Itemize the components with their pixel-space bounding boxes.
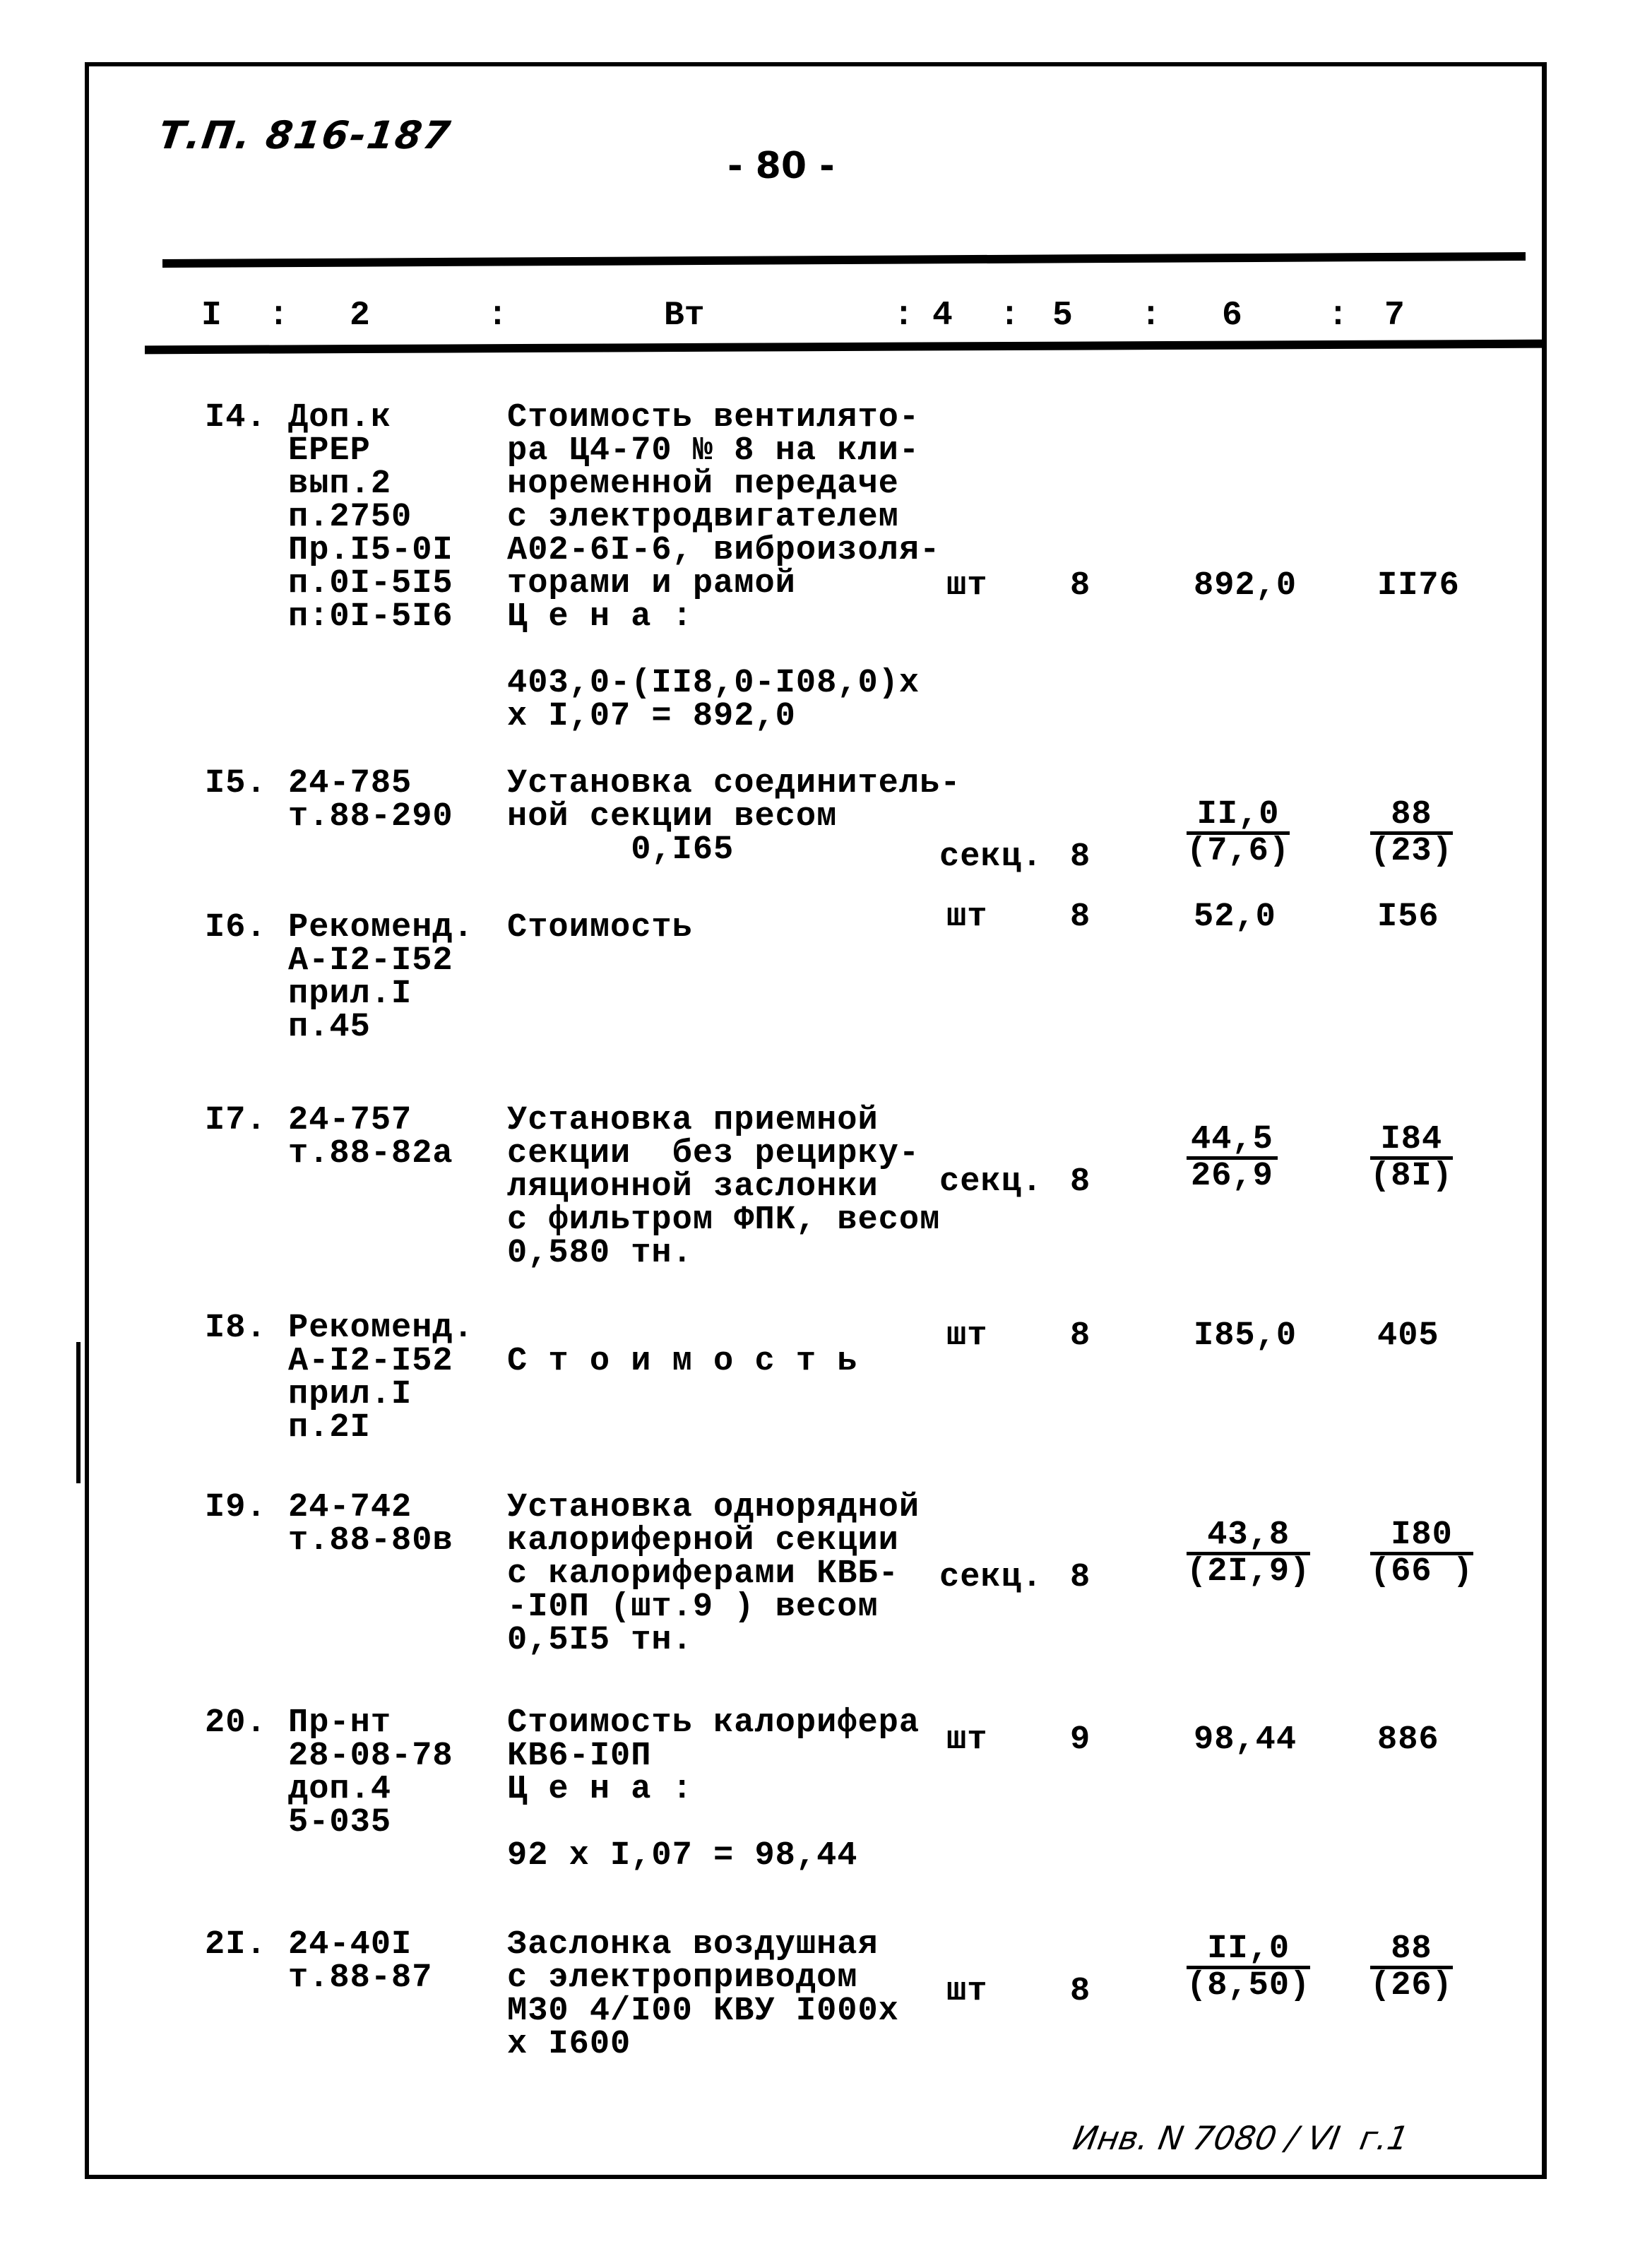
row-total-denominator: (8I)	[1370, 1158, 1453, 1195]
row-quantity: 8	[1070, 1163, 1091, 1201]
row-total: I56	[1377, 898, 1439, 936]
row-total-denominator: (23)	[1370, 833, 1453, 870]
row-reference: Доп.к ЕРЕР вып.2 п.2750 Пр.I5-0I п.0I-5I…	[288, 399, 453, 636]
row-price-fraction: II,0 (8,50)	[1187, 1933, 1311, 2005]
row-unit: шт	[946, 567, 988, 605]
row-price-denominator: 26,9	[1191, 1158, 1273, 1195]
row-quantity: 8	[1070, 838, 1091, 876]
column-separator: :	[999, 297, 1020, 335]
row-price-fraction: II,0 (7,6)	[1187, 798, 1290, 868]
row-quantity: 8	[1070, 1973, 1091, 2010]
row-number: I9.	[205, 1489, 267, 1526]
row-total-numerator: I80	[1370, 1519, 1474, 1555]
column-header-1: I	[201, 297, 222, 335]
row-number: 20.	[205, 1704, 267, 1742]
column-separator: :	[1141, 297, 1161, 335]
row-price: 892,0	[1194, 567, 1297, 605]
row-price: 98,44	[1194, 1721, 1297, 1759]
column-header-7: 7	[1384, 297, 1405, 335]
row-description: С т о и м о с т ь	[507, 1343, 858, 1380]
row-number: I6.	[205, 909, 267, 946]
row-price-fraction: 43,8 (2I,9)	[1187, 1519, 1311, 1591]
column-header-2: 2	[350, 297, 370, 335]
row-price-fraction: 44,5 26,9	[1187, 1123, 1278, 1193]
page-frame	[85, 62, 1547, 2179]
page-number: - 80 -	[727, 145, 835, 187]
inventory-note: Инв. N 7080 / VI г.1	[1070, 2119, 1412, 2157]
row-description: Стоимость калорифера КВ6-I0П Ц е н а : 9…	[507, 1704, 920, 1875]
margin-mark	[76, 1342, 81, 1483]
row-number: I4.	[205, 399, 267, 437]
row-price-numerator: 44,5	[1187, 1123, 1278, 1160]
row-number: I7.	[205, 1102, 267, 1139]
row-price: I85,0	[1194, 1317, 1297, 1355]
column-separator: :	[487, 297, 508, 335]
row-reference: Рекоменд. А-I2-I52 прил.I п.2I	[288, 1310, 474, 1447]
document-number: Т.П. 816-187	[155, 113, 455, 158]
column-separator: :	[893, 297, 914, 335]
column-header-3: Вт	[664, 297, 705, 335]
row-total-fraction: I80 (66 )	[1370, 1519, 1474, 1591]
row-description: Установка соединитель- ной секции весом …	[507, 765, 961, 869]
row-total-denominator: (26)	[1370, 1967, 1453, 2005]
row-description: Установка приемной секции без рецирку- л…	[507, 1102, 941, 1272]
row-price-denominator: (7,6)	[1187, 833, 1290, 870]
row-reference: Рекоменд. А-I2-I52 прил.I п.45	[288, 909, 474, 1046]
row-number: I5.	[205, 765, 267, 802]
column-header-5: 5	[1052, 297, 1073, 335]
row-quantity: 8	[1070, 898, 1091, 936]
row-quantity: 8	[1070, 1317, 1091, 1355]
row-unit: секц.	[939, 1163, 1043, 1201]
row-total-fraction: 88 (23)	[1370, 798, 1453, 868]
row-unit: секц.	[939, 1559, 1043, 1596]
row-total: 886	[1377, 1721, 1439, 1759]
row-total-numerator: I84	[1370, 1123, 1453, 1160]
row-quantity: 8	[1070, 1559, 1091, 1596]
row-unit: шт	[946, 898, 988, 936]
row-number: 2I.	[205, 1926, 267, 1964]
row-unit: секц.	[939, 838, 1043, 876]
row-total: 405	[1377, 1317, 1439, 1355]
row-total-fraction: I84 (8I)	[1370, 1123, 1453, 1193]
row-price-numerator: II,0	[1187, 798, 1290, 835]
row-reference: 24-757 т.88-82а	[288, 1102, 453, 1173]
row-unit: шт	[946, 1721, 988, 1759]
column-separator: :	[268, 297, 289, 335]
row-description: Стоимость вентилято- ра Ц4-70 № 8 на кли…	[507, 399, 941, 735]
row-quantity: 8	[1070, 567, 1091, 605]
column-header-4: 4	[932, 297, 953, 335]
row-unit: шт	[946, 1973, 988, 2010]
column-separator: :	[1328, 297, 1348, 335]
row-description: Стоимость	[507, 909, 693, 946]
row-price-denominator: (8,50)	[1187, 1967, 1311, 2005]
row-description: Заслонка воздушная с электроприводом М30…	[507, 1926, 899, 2063]
row-quantity: 9	[1070, 1721, 1091, 1759]
row-price-denominator: (2I,9)	[1187, 1553, 1311, 1591]
row-unit: шт	[946, 1317, 988, 1355]
row-price: 52,0	[1194, 898, 1276, 936]
row-reference: 24-742 т.88-80в	[288, 1489, 453, 1560]
row-reference: 24-785 т.88-290	[288, 765, 453, 836]
row-price-numerator: 43,8	[1187, 1519, 1311, 1555]
row-reference: Пр-нт 28-08-78 доп.4 5-035	[288, 1704, 453, 1841]
row-price-numerator: II,0	[1187, 1933, 1311, 1969]
row-total: II76	[1377, 567, 1460, 605]
row-reference: 24-40I т.88-87	[288, 1926, 433, 1997]
row-total-denominator: (66 )	[1370, 1553, 1474, 1591]
row-description: Установка однорядной калориферной секции…	[507, 1489, 920, 1659]
row-total-numerator: 88	[1370, 1933, 1453, 1969]
row-total-fraction: 88 (26)	[1370, 1933, 1453, 2002]
row-number: I8.	[205, 1310, 267, 1347]
column-header-6: 6	[1222, 297, 1242, 335]
row-total-numerator: 88	[1370, 798, 1453, 835]
